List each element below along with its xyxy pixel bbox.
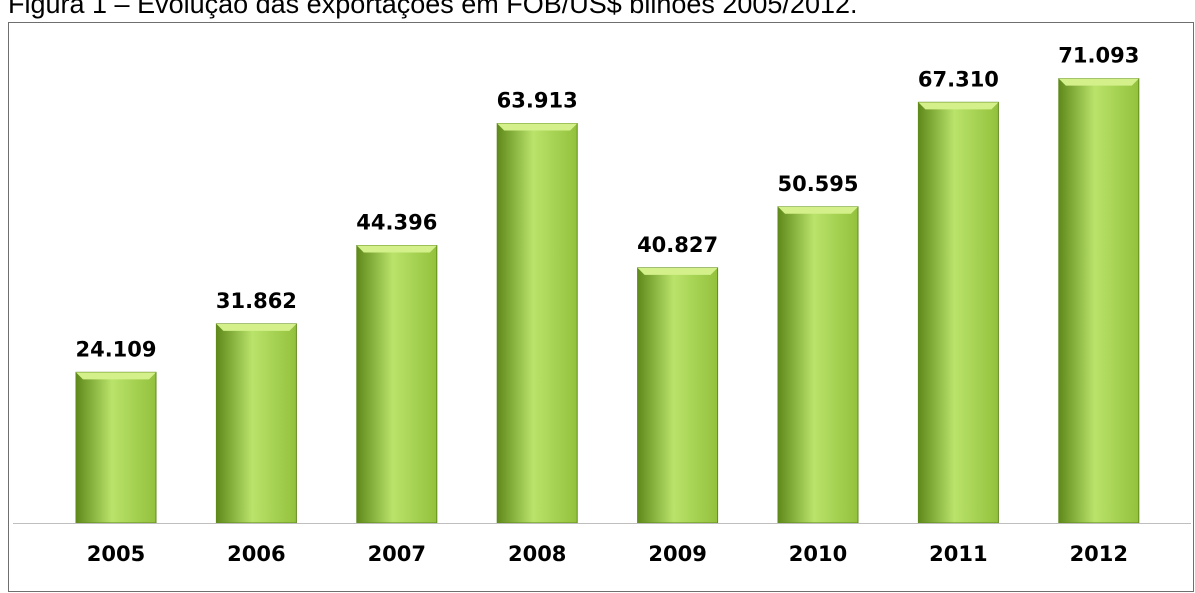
- bar-2009: [637, 267, 719, 524]
- bar-rect: [917, 101, 999, 524]
- x-tick-label: 2009: [648, 542, 706, 566]
- bar-rect: [496, 123, 578, 524]
- bar-2010: [777, 206, 859, 524]
- data-label: 63.913: [497, 89, 578, 113]
- page-title: Figura 1 – Evolução das exportações em F…: [8, 0, 858, 19]
- bar-2012: [1058, 78, 1140, 524]
- bar-2006: [215, 323, 297, 524]
- bar-2011: [917, 101, 999, 524]
- x-tick-label: 2006: [227, 542, 285, 566]
- data-label: 71.093: [1058, 44, 1139, 68]
- data-label: 31.862: [216, 289, 297, 313]
- x-tick-label: 2005: [87, 542, 145, 566]
- bar-top-bevel: [216, 323, 297, 331]
- data-label: 24.109: [75, 337, 156, 361]
- bar-top-bevel: [497, 123, 578, 131]
- bar-2008: [496, 123, 578, 524]
- x-tick-label: 2007: [368, 542, 426, 566]
- bar-rect: [637, 267, 719, 524]
- x-tick-label: 2008: [508, 542, 566, 566]
- bar-top-bevel: [356, 245, 437, 253]
- bar-top-bevel: [637, 267, 718, 275]
- data-label: 67.310: [918, 67, 999, 91]
- bar-rect: [75, 371, 157, 524]
- bar-top-bevel: [778, 206, 858, 214]
- bar-rect: [356, 245, 438, 524]
- bars-layer: 24.109 31.862 44.396 63.913 40.827 50.595 67.3…: [75, 44, 1140, 524]
- bar-chart: 24.109 31.862 44.396 63.913 40.827 50.595 67.3…: [13, 44, 1191, 566]
- chart-frame: 24.109 31.862 44.396 63.913 40.827 50.595 67.3…: [8, 22, 1194, 592]
- bar-rect: [777, 206, 859, 524]
- x-tick-label: 2010: [789, 542, 847, 566]
- bar-2007: [356, 245, 438, 524]
- bar-2005: [75, 371, 157, 524]
- bar-rect: [215, 323, 297, 524]
- x-tick-label: 2012: [1070, 542, 1128, 566]
- data-label: 44.396: [356, 211, 437, 235]
- data-label: 50.595: [777, 172, 858, 196]
- bar-top-bevel: [76, 372, 156, 380]
- data-label: 40.827: [637, 233, 718, 257]
- x-tick-label: 2011: [929, 542, 987, 566]
- bar-top-bevel: [918, 102, 999, 110]
- x-tick-labels: 2005 2006 2007 2008 2009 2010 2011 2012: [87, 542, 1128, 566]
- bar-rect: [1058, 78, 1140, 524]
- bar-top-bevel: [1058, 78, 1139, 86]
